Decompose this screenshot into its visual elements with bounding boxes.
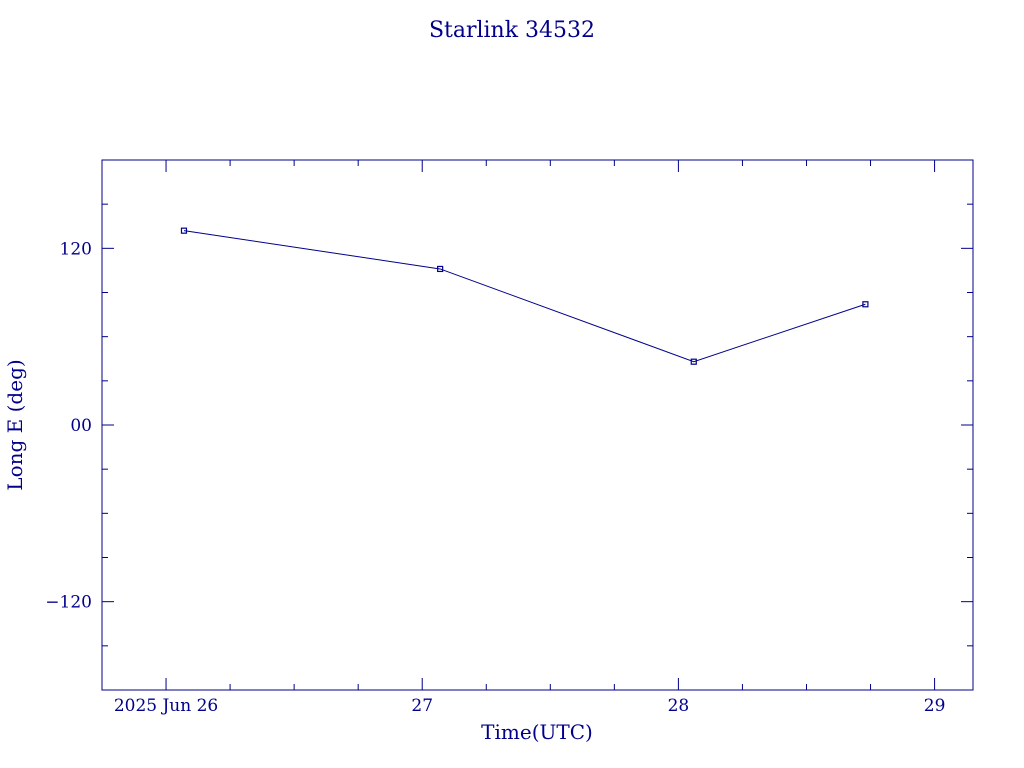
chart-title: Starlink 34532 (429, 18, 595, 43)
plot-frame (101, 159, 974, 691)
data-point (180, 227, 188, 234)
data-point (690, 358, 697, 365)
x-tick-label: 27 (411, 696, 433, 716)
y-tick-label: 120 (60, 239, 92, 259)
y-tick-labels: 120 00 −120 (45, 239, 92, 612)
x-axis-label: Time(UTC) (481, 720, 593, 744)
data-series (180, 227, 869, 365)
series-line (183, 230, 866, 363)
x-tick-label: 29 (924, 696, 946, 716)
y-axis-label: Long E (deg) (3, 359, 27, 490)
x-tick-label: 2025 Jun 26 (114, 696, 218, 716)
axis-ticks (101, 160, 973, 690)
y-tick-label: −120 (45, 593, 92, 613)
data-point (862, 301, 869, 308)
y-tick-label: 00 (70, 416, 92, 436)
x-tick-labels: 2025 Jun 26 27 28 29 (114, 696, 946, 716)
data-point (437, 265, 444, 273)
x-tick-label: 28 (668, 696, 690, 716)
